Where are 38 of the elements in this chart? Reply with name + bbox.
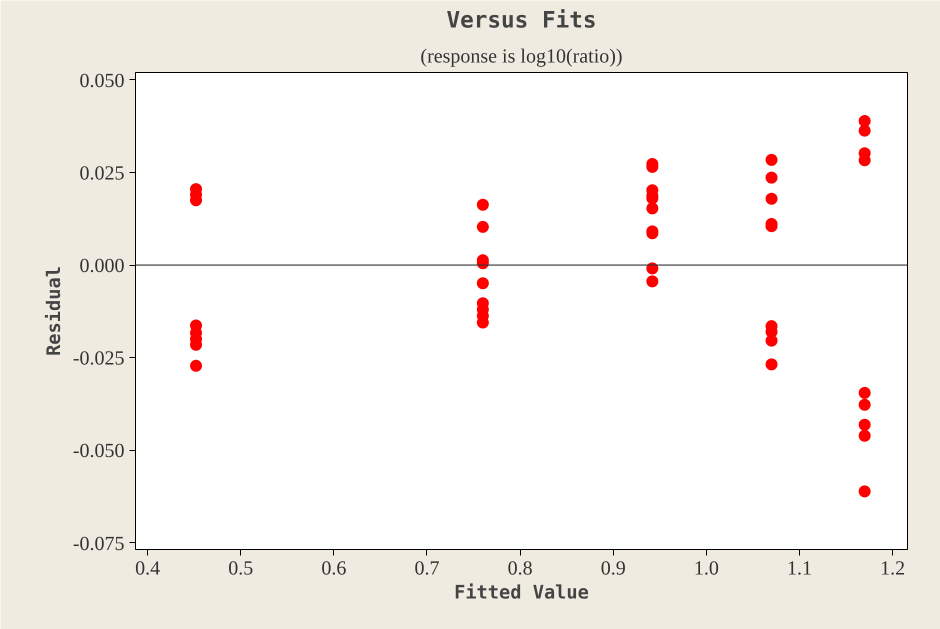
point xyxy=(646,275,658,288)
y-axis-title: Residual xyxy=(44,266,65,356)
point xyxy=(858,124,871,137)
point xyxy=(190,360,202,372)
y-tick-label: -0.050 xyxy=(72,440,125,462)
point xyxy=(766,358,778,370)
x-tick-label: 0.7 xyxy=(414,558,440,580)
point xyxy=(646,202,658,214)
x-tick-label: 1.2 xyxy=(880,558,906,580)
point xyxy=(858,485,871,498)
x-tick-label: 1.1 xyxy=(786,558,812,580)
x-tick-label: 0.8 xyxy=(508,558,533,580)
chart-title: Versus Fits xyxy=(446,8,597,34)
point xyxy=(858,418,871,431)
x-tick-label: 0.9 xyxy=(600,558,626,580)
point xyxy=(858,115,871,128)
point xyxy=(858,398,871,411)
chart-subtitle: (response is log10(ratio)) xyxy=(420,46,623,68)
point xyxy=(476,198,489,211)
point xyxy=(766,154,778,166)
point xyxy=(858,386,871,399)
point xyxy=(766,334,778,347)
x-tick-label: 0.4 xyxy=(135,558,160,580)
x-tick-label: 0.5 xyxy=(228,558,254,580)
point xyxy=(766,172,778,184)
point xyxy=(858,430,871,442)
point xyxy=(476,277,489,290)
x-axis-title: Fitted Value xyxy=(454,582,589,604)
y-tick-label: -0.075 xyxy=(72,532,125,555)
y-tick-label: 0.050 xyxy=(80,70,124,92)
y-tick-label: -0.025 xyxy=(72,348,125,370)
point xyxy=(646,262,658,274)
y-tick-label: 0.025 xyxy=(80,162,124,184)
point xyxy=(766,192,778,205)
point xyxy=(476,220,489,233)
x-tick-label: 0.6 xyxy=(321,558,346,580)
y-tick-label: 0.000 xyxy=(80,255,124,278)
x-tick-label: 1.0 xyxy=(694,558,719,580)
